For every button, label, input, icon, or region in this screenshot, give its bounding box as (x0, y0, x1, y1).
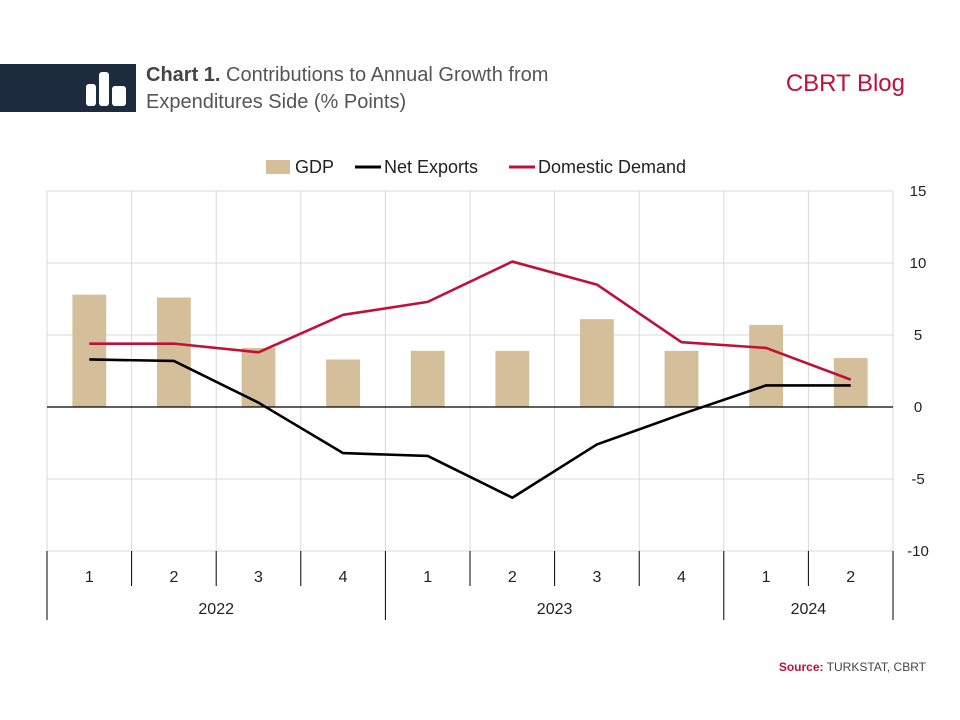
legend-swatch-gdp (266, 160, 290, 174)
x-tick-label: 3 (254, 569, 263, 586)
header-logo-block (0, 64, 136, 112)
source-text: TURKSTAT, CBRT (826, 660, 926, 674)
x-group-label: 2023 (537, 601, 573, 618)
logo-bar-chart-icon-bar (112, 86, 126, 106)
x-tick-label: 4 (677, 569, 686, 586)
legend-label-gdp: GDP (295, 157, 334, 177)
brand-label: CBRT Blog (785, 70, 905, 97)
chart-title-text: Contributions to Annual Growth from Expe… (146, 64, 549, 113)
source-label: Source: (778, 660, 824, 674)
y-tick-label: 10 (910, 255, 927, 272)
gdp-bar (326, 359, 361, 407)
x-tick-label: 2 (846, 569, 855, 586)
x-tick-label: 1 (423, 569, 432, 586)
gdp-bar (664, 350, 699, 407)
gdp-bar (495, 350, 530, 407)
gdp-bar (833, 358, 868, 407)
gdp-bar (156, 297, 191, 407)
y-tick-label: 15 (910, 183, 927, 200)
gdp-bar (749, 324, 784, 407)
y-tick-label: -5 (911, 471, 924, 488)
legend-label-domestic-demand: Domestic Demand (538, 157, 686, 177)
gdp-bar (579, 319, 614, 407)
x-tick-label: 4 (339, 569, 348, 586)
chart-title-prefix: Chart 1. (146, 64, 221, 86)
net-exports-line (89, 358, 851, 500)
logo-bar-chart-icon-bar (99, 72, 109, 106)
y-tick-label: 5 (914, 327, 922, 344)
logo-bar-chart-icon (86, 84, 96, 106)
y-tick-label: 0 (914, 399, 922, 416)
source-note: Source: TURKSTAT, CBRT (779, 660, 926, 674)
chart-title: Chart 1. Contributions to Annual Growth … (146, 62, 666, 116)
x-tick-label: 2 (508, 569, 517, 586)
x-group-label: 2024 (791, 601, 827, 618)
x-tick-label: 3 (592, 569, 601, 586)
domestic-demand-line (89, 260, 852, 381)
x-tick-label: 1 (85, 569, 94, 586)
x-group-label: 2022 (198, 601, 234, 618)
legend-label-net-exports: Net Exports (384, 157, 478, 177)
x-tick-label: 2 (169, 569, 178, 586)
x-tick-label: 1 (762, 569, 771, 586)
gdp-bar (410, 350, 445, 407)
gdp-bar (72, 294, 107, 407)
y-tick-label: -10 (907, 543, 929, 560)
